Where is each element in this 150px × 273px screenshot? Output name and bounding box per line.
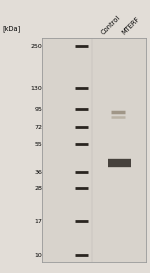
Text: MTERF: MTERF: [121, 16, 141, 36]
Text: [kDa]: [kDa]: [3, 25, 21, 31]
Text: Control: Control: [100, 14, 122, 36]
